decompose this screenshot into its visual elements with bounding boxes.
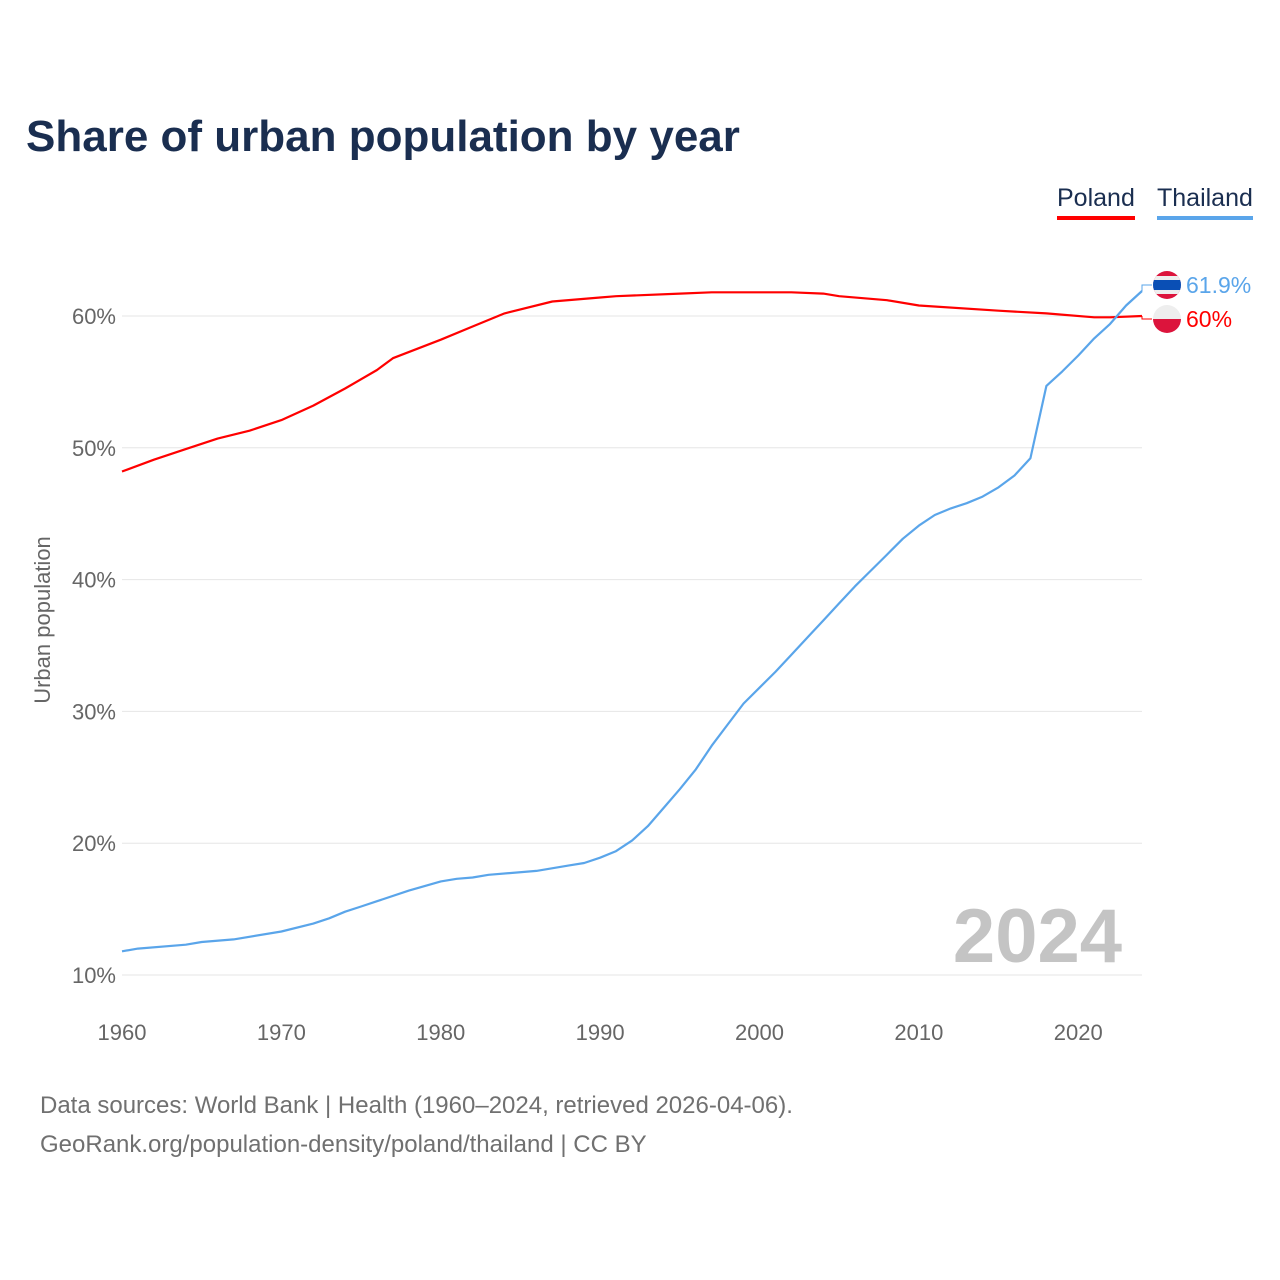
series-line-poland [121, 291, 1143, 473]
y-tick-label: 30% [72, 699, 116, 724]
y-tick-label: 50% [72, 436, 116, 461]
y-tick-label: 20% [72, 831, 116, 856]
legend-thailand[interactable]: Thailand [1157, 184, 1253, 220]
end-label-connector [1141, 316, 1152, 320]
data-source-text: Data sources: World Bank | Health (1960–… [40, 1092, 793, 1119]
poland-flag-icon [1153, 305, 1181, 333]
end-value-label-poland: 60% [1186, 306, 1232, 332]
y-axis-label: Urban population [30, 536, 55, 704]
series-line-thailand [121, 290, 1143, 953]
x-tick-label: 1960 [98, 1020, 147, 1045]
y-tick-label: 60% [72, 304, 116, 329]
x-tick-label: 1980 [416, 1020, 465, 1045]
current-year-watermark: 2024 [952, 894, 1122, 979]
chart-title: Share of urban population by year [26, 112, 740, 161]
x-tick-label: 2000 [735, 1020, 784, 1045]
source-url-text[interactable]: GeoRank.org/population-density/poland/th… [40, 1131, 647, 1158]
x-tick-label: 1990 [576, 1020, 625, 1045]
x-tick-label: 2020 [1054, 1020, 1103, 1045]
footer: Data sources: World Bank | Health (1960–… [40, 1086, 793, 1164]
thailand-flag-icon [1153, 271, 1181, 299]
end-label-connector [1141, 284, 1152, 291]
y-tick-label: 10% [72, 963, 116, 988]
x-tick-label: 2010 [894, 1020, 943, 1045]
x-tick-label: 1970 [257, 1020, 306, 1045]
line-chart: 10% 20% 30% 40% 50% 60% 1960 1970 1980 1990 2000 20… [30, 271, 1251, 1045]
end-value-label-thailand: 61.9% [1186, 272, 1251, 298]
legend-poland[interactable]: Poland [1057, 184, 1135, 220]
y-tick-label: 40% [72, 568, 116, 593]
